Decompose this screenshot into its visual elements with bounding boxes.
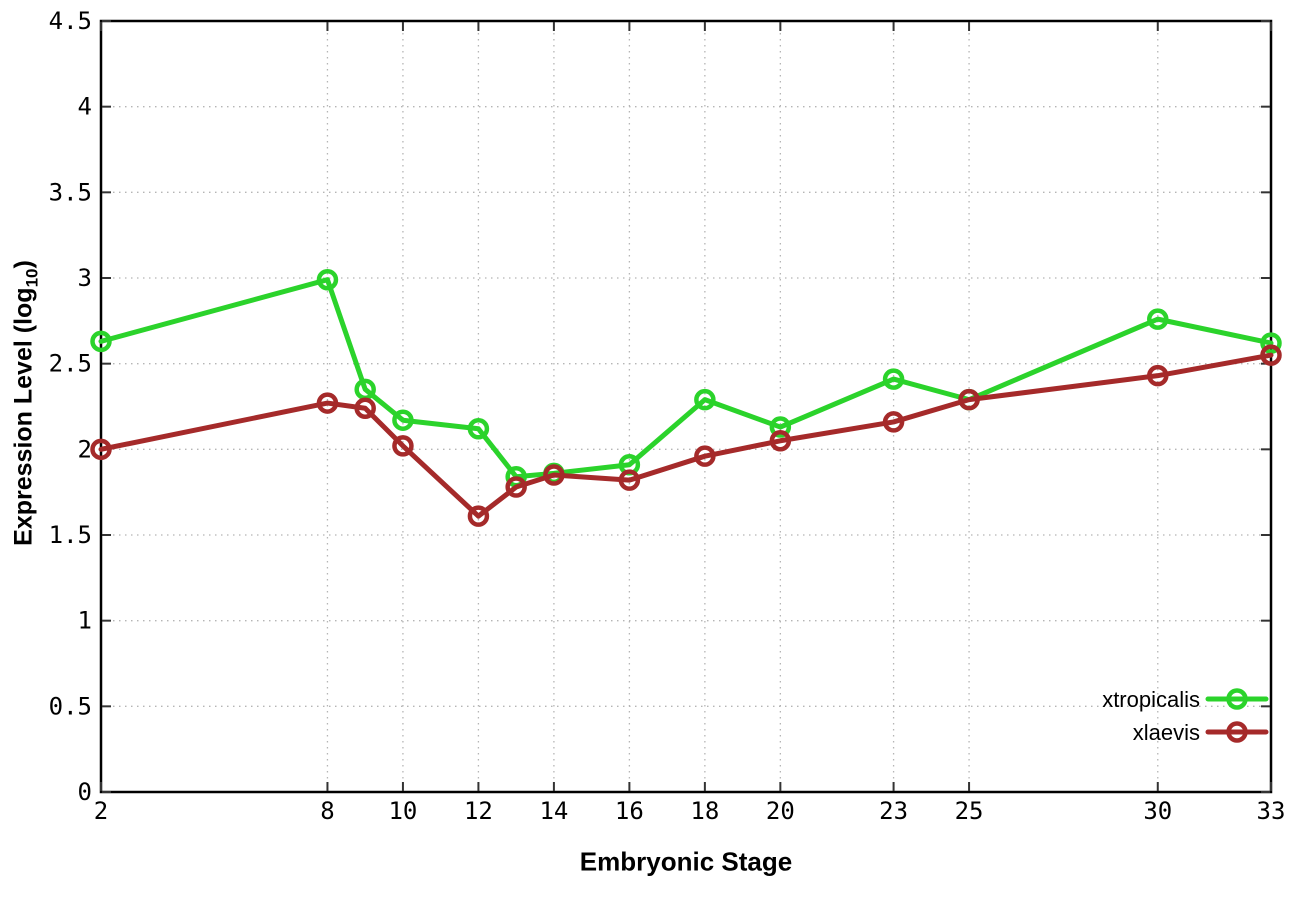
legend-marker-xlaevis [1226,721,1248,743]
x-tick-label: 8 [320,797,334,825]
y-tick-label: 4 [78,93,92,121]
data-point-xlaevis [769,430,792,452]
data-point-xtropicalis [467,418,490,440]
data-point-xlaevis [316,392,339,414]
y-axis-title-prefix: Expression Level (log [9,287,38,546]
y-tick-label: 2 [78,435,92,463]
x-tick-label: 25 [955,797,984,825]
data-point-xtropicalis [694,388,716,411]
data-point-xtropicalis [316,268,339,291]
x-tick-label: 2 [94,797,108,825]
data-point-xlaevis [694,445,716,467]
data-point-xlaevis [958,388,980,411]
x-tick-label: 20 [766,797,795,825]
data-point-xtropicalis [1147,308,1169,330]
data-point-xtropicalis [882,368,905,390]
data-point-xlaevis [467,505,490,527]
x-tick-label: 18 [690,797,719,825]
data-point-xtropicalis [769,416,792,438]
y-axis-title-subscript: 10 [22,268,42,288]
data-point-xtropicalis [392,409,414,431]
data-point-xlaevis [505,476,527,498]
data-point-xlaevis [882,411,905,433]
x-tick-label: 30 [1143,797,1172,825]
plot-border [99,19,1273,794]
data-point-xlaevis [354,397,376,419]
x-tick-label: 14 [539,797,568,825]
data-point-xlaevis [543,464,565,486]
series-line-xlaevis [98,352,1274,519]
y-tick-label: 1.5 [49,521,92,549]
x-tick-label: 33 [1257,797,1286,825]
y-axis-title-suffix: ) [9,260,38,269]
x-tick-label: 16 [615,797,644,825]
y-axis-title: Expression Level (log10) [10,260,43,546]
x-tick-label: 10 [388,797,417,825]
data-point-xlaevis [1147,364,1169,387]
y-tick-label: 3 [78,264,92,292]
y-tick-label: 2.5 [49,350,92,378]
x-tick-label: 12 [464,797,493,825]
data-point-xlaevis [1260,344,1282,366]
series-line-xtropicalis [98,277,1274,480]
y-tick-label: 4.5 [49,7,92,35]
data-point-xtropicalis [90,330,112,353]
y-tick-label: 3.5 [49,178,92,206]
legend-label-xtropicalis: xtropicalis [1102,687,1200,712]
x-tick-label: 23 [879,797,908,825]
data-point-xlaevis [90,438,112,461]
legend-label-xlaevis: xlaevis [1133,720,1200,745]
y-tick-label: 0.5 [49,692,92,720]
data-point-xtropicalis [1260,332,1282,354]
y-tick-label: 0 [78,778,92,806]
x-axis-title: Embryonic Stage [579,846,793,877]
y-tick-label: 1 [78,607,92,635]
data-point-xlaevis [392,435,414,457]
legend-marker-xtropicalis [1226,688,1248,710]
data-point-xlaevis [618,469,641,491]
